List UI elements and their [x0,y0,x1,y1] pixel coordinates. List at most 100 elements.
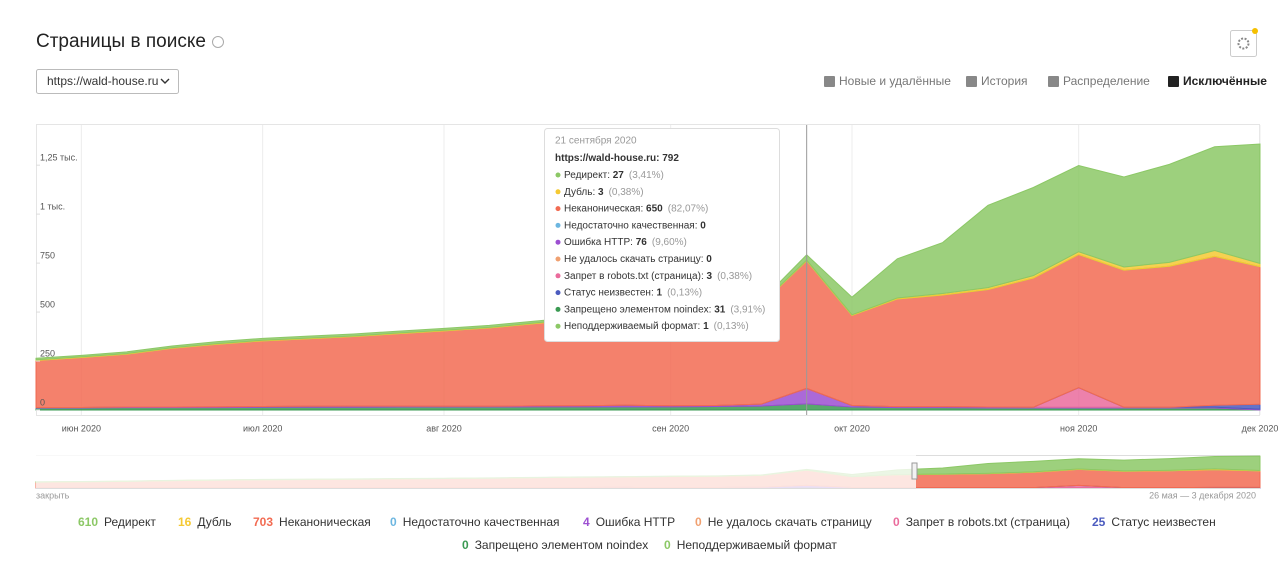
legend-item[interactable]: 16 Дубль [178,515,231,529]
y-tick-label: 750 [40,250,55,260]
legend-item[interactable]: 0 Не удалось скачать страницу [695,515,872,529]
nav-range: 26 мая — 3 декабря 2020 [1149,490,1256,500]
row-value: 1 [703,321,709,332]
y-tick-label: 0 [40,397,45,407]
tooltip-total-value: 792 [662,153,679,164]
tooltip-dot [555,306,561,312]
legend-count: 703 [253,515,273,529]
nav-handle[interactable] [911,462,918,480]
x-tick-label: окт 2020 [834,423,870,433]
row-name: Редирект [564,170,608,181]
legend-name: Неканоническая [279,515,371,529]
tab-icon [1168,76,1179,87]
legend-name: Не удалось скачать страницу [708,515,872,529]
x-tick-label: июл 2020 [243,423,282,433]
legend-name: Дубль [197,515,231,529]
tab-icon [824,76,835,87]
sep: : [592,186,598,197]
nav-unselected [36,455,916,488]
x-tick-label: ноя 2020 [1060,423,1097,433]
row-name: Недостаточно качественная [564,220,695,231]
sep: : [701,254,707,265]
row-share: (0,38%) [717,270,752,281]
tooltip-row: Ошибка HTTP: 76 (9,60%) [564,236,687,248]
legend-item[interactable]: 0 Запрет в robots.txt (страница) [893,515,1070,529]
legend-count: 0 [462,538,469,552]
legend-count: 0 [695,515,702,529]
row-share: (0,13%) [667,287,702,298]
tab[interactable]: История [966,74,1028,88]
legend-item[interactable]: 0 Недостаточно качественная [390,515,560,529]
row-name: Статус неизвестен [564,287,651,298]
tooltip-dot [555,273,561,279]
row-share: (9,60%) [652,237,687,248]
row-value: 27 [613,170,625,181]
x-tick-label: дек 2020 [1242,423,1279,433]
tooltip-dot [555,239,561,245]
legend-count: 25 [1092,515,1106,529]
tab[interactable]: Исключённые [1168,74,1267,88]
legend-name: Статус неизвестен [1111,515,1215,529]
legend-item[interactable]: 25 Статус неизвестен [1092,515,1216,529]
row-name: Запрещено элементом noindex [564,304,709,315]
sep: : [698,321,704,332]
tab[interactable]: Новые и удалённые [824,74,951,88]
row-value: 650 [646,203,663,214]
legend-item[interactable]: 703 Неканоническая [253,515,371,529]
tooltip-date: 21 сентября 2020 [555,135,637,147]
row-share: (0,38%) [609,186,644,197]
row-name: Ошибка HTTP [564,236,630,248]
sep: : [656,153,662,164]
area [35,143,1261,361]
row-share: (0,13%) [714,321,749,332]
legend-count: 0 [390,515,397,529]
tooltip-row: Статус неизвестен: 1 (0,13%) [564,287,702,298]
sep: : [701,270,707,281]
y-tick-label: 1 тыс. [40,202,65,212]
gear-icon [1237,37,1250,50]
notify-dot [1252,28,1258,34]
legend-item[interactable]: 4 Ошибка HTTP [583,515,675,529]
x-tick-label: июн 2020 [62,423,101,433]
sep: : [607,170,613,181]
legend-name: Запрещено элементом noindex [475,538,649,552]
tab-label: История [981,74,1028,88]
tooltip-dot [555,172,561,178]
nav-close[interactable]: закрыть [36,490,70,500]
tooltip-row: Не удалось скачать страницу: 0 [564,254,712,265]
tooltip-row: Запрет в robots.txt (страница): 3 (0,38%) [564,270,752,281]
settings-button[interactable] [1230,30,1257,57]
tooltip-row: Недостаточно качественная: 0 [564,220,706,231]
sep: : [695,220,701,231]
tab-label: Распределение [1063,74,1150,88]
row-name: Неканоническая [564,203,640,214]
row-share: (3,91%) [730,304,765,315]
site-select-label: https://wald-house.ru [47,74,158,88]
row-value: 0 [706,254,712,265]
tooltip-site: https://wald-house.ru [555,153,656,164]
tooltip-row: Запрещено элементом noindex: 31 (3,91%) [564,304,765,315]
tooltip-dot [555,206,561,212]
legend-item[interactable]: 0 Запрещено элементом noindex [462,538,648,552]
tooltip-row: Дубль: 3 (0,38%) [564,185,644,197]
legend-name: Недостаточно качественная [403,515,560,529]
tab[interactable]: Распределение [1048,74,1150,88]
sep: : [630,237,636,248]
tab-icon [1048,76,1059,87]
legend-count: 610 [78,515,98,529]
row-value: 31 [714,304,726,315]
legend-item[interactable]: 0 Неподдерживаемый формат [664,538,837,552]
chevron [160,78,170,84]
tooltip-dot [555,323,561,329]
legend-name: Неподдерживаемый формат [677,538,838,552]
sep: : [651,287,657,298]
row-name: Дубль [564,185,592,197]
site-select[interactable] [36,69,179,94]
row-value: 0 [700,220,706,231]
tooltip-dot [555,256,561,262]
x-tick-label: сен 2020 [652,423,689,433]
row-value: 3 [598,186,604,197]
legend-item[interactable]: 610 Редирект [78,515,156,529]
y-tick-label: 250 [40,348,55,358]
info-icon[interactable] [212,36,224,48]
